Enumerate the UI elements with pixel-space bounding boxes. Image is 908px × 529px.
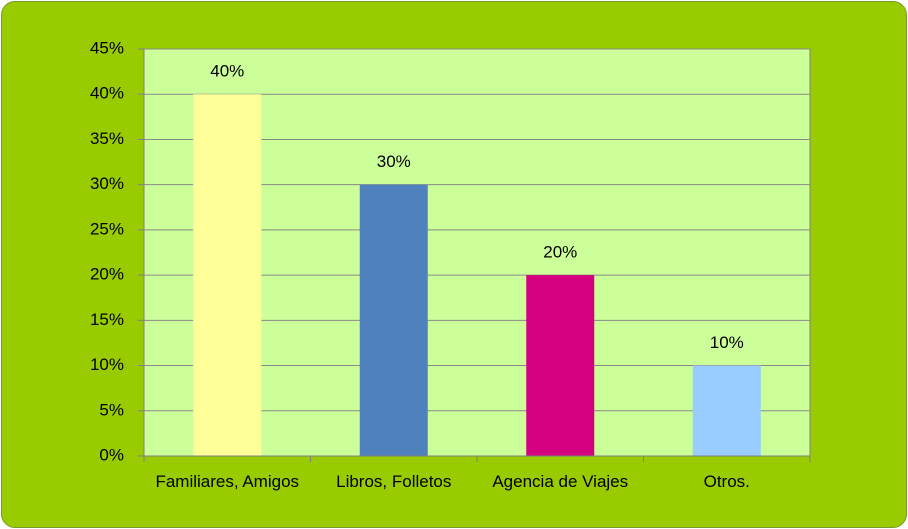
y-tick-label: 35% — [90, 129, 124, 148]
y-tick-label: 0% — [99, 445, 124, 464]
y-tick-label: 30% — [90, 174, 124, 193]
data-label: 30% — [377, 152, 411, 171]
data-label: 40% — [210, 62, 244, 81]
bar — [359, 184, 428, 456]
x-tick-label: Familiares, Amigos — [155, 472, 300, 491]
y-tick-label: 40% — [90, 84, 124, 103]
y-tick-label: 45% — [90, 38, 124, 57]
data-label: 10% — [710, 333, 744, 352]
x-tick-label: Libros, Folletos — [336, 472, 452, 491]
y-tick-label: 15% — [90, 310, 124, 329]
bar — [692, 365, 761, 456]
y-tick-label: 5% — [99, 400, 124, 419]
data-label: 20% — [543, 243, 577, 262]
x-tick-label: Otros. — [703, 472, 750, 491]
y-tick-label: 25% — [90, 219, 124, 238]
x-tick-label: Agencia de Viajes — [492, 472, 629, 491]
bar — [526, 275, 595, 456]
bar — [193, 94, 262, 456]
y-tick-label: 20% — [90, 265, 124, 284]
y-tick-label: 10% — [90, 355, 124, 374]
